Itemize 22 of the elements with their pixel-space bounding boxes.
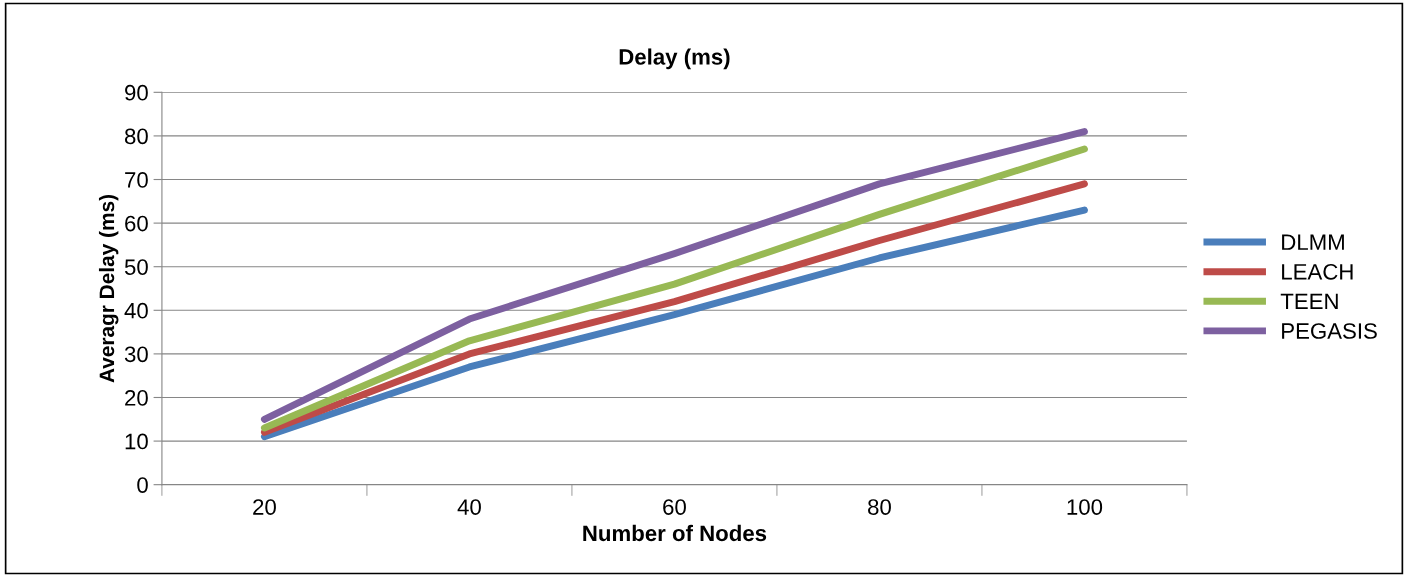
- x-tick-label: 20: [253, 499, 276, 515]
- y-tick-label: 70: [125, 172, 148, 188]
- y-tick-label: 30: [124, 346, 148, 363]
- x-tick-label: 40: [457, 499, 481, 515]
- y-tick-label: 20: [125, 390, 148, 406]
- y-tick-label: 40: [124, 302, 148, 319]
- legend-label: LEACH: [1282, 263, 1353, 280]
- x-tick-label: 60: [663, 499, 686, 515]
- legend-label: TEEN: [1280, 293, 1338, 310]
- y-tick-label: 60: [125, 215, 148, 232]
- legend-label: DLMM: [1282, 234, 1344, 250]
- y-tick-label: 10: [125, 433, 148, 450]
- x-tick-label: 80: [868, 499, 891, 515]
- y-axis-title: Averagr Delay (ms): [98, 194, 119, 383]
- x-axis-title: Number of Nodes: [583, 524, 767, 542]
- y-tick-label: 0: [137, 477, 148, 493]
- y-tick-label: 90: [125, 84, 148, 101]
- legend-label: PEGASIS: [1282, 323, 1377, 339]
- x-tick-label: 100: [1067, 499, 1103, 515]
- y-tick-label: 50: [124, 259, 148, 275]
- y-tick-label: 80: [124, 128, 148, 145]
- chart-title: Delay (ms): [619, 48, 730, 70]
